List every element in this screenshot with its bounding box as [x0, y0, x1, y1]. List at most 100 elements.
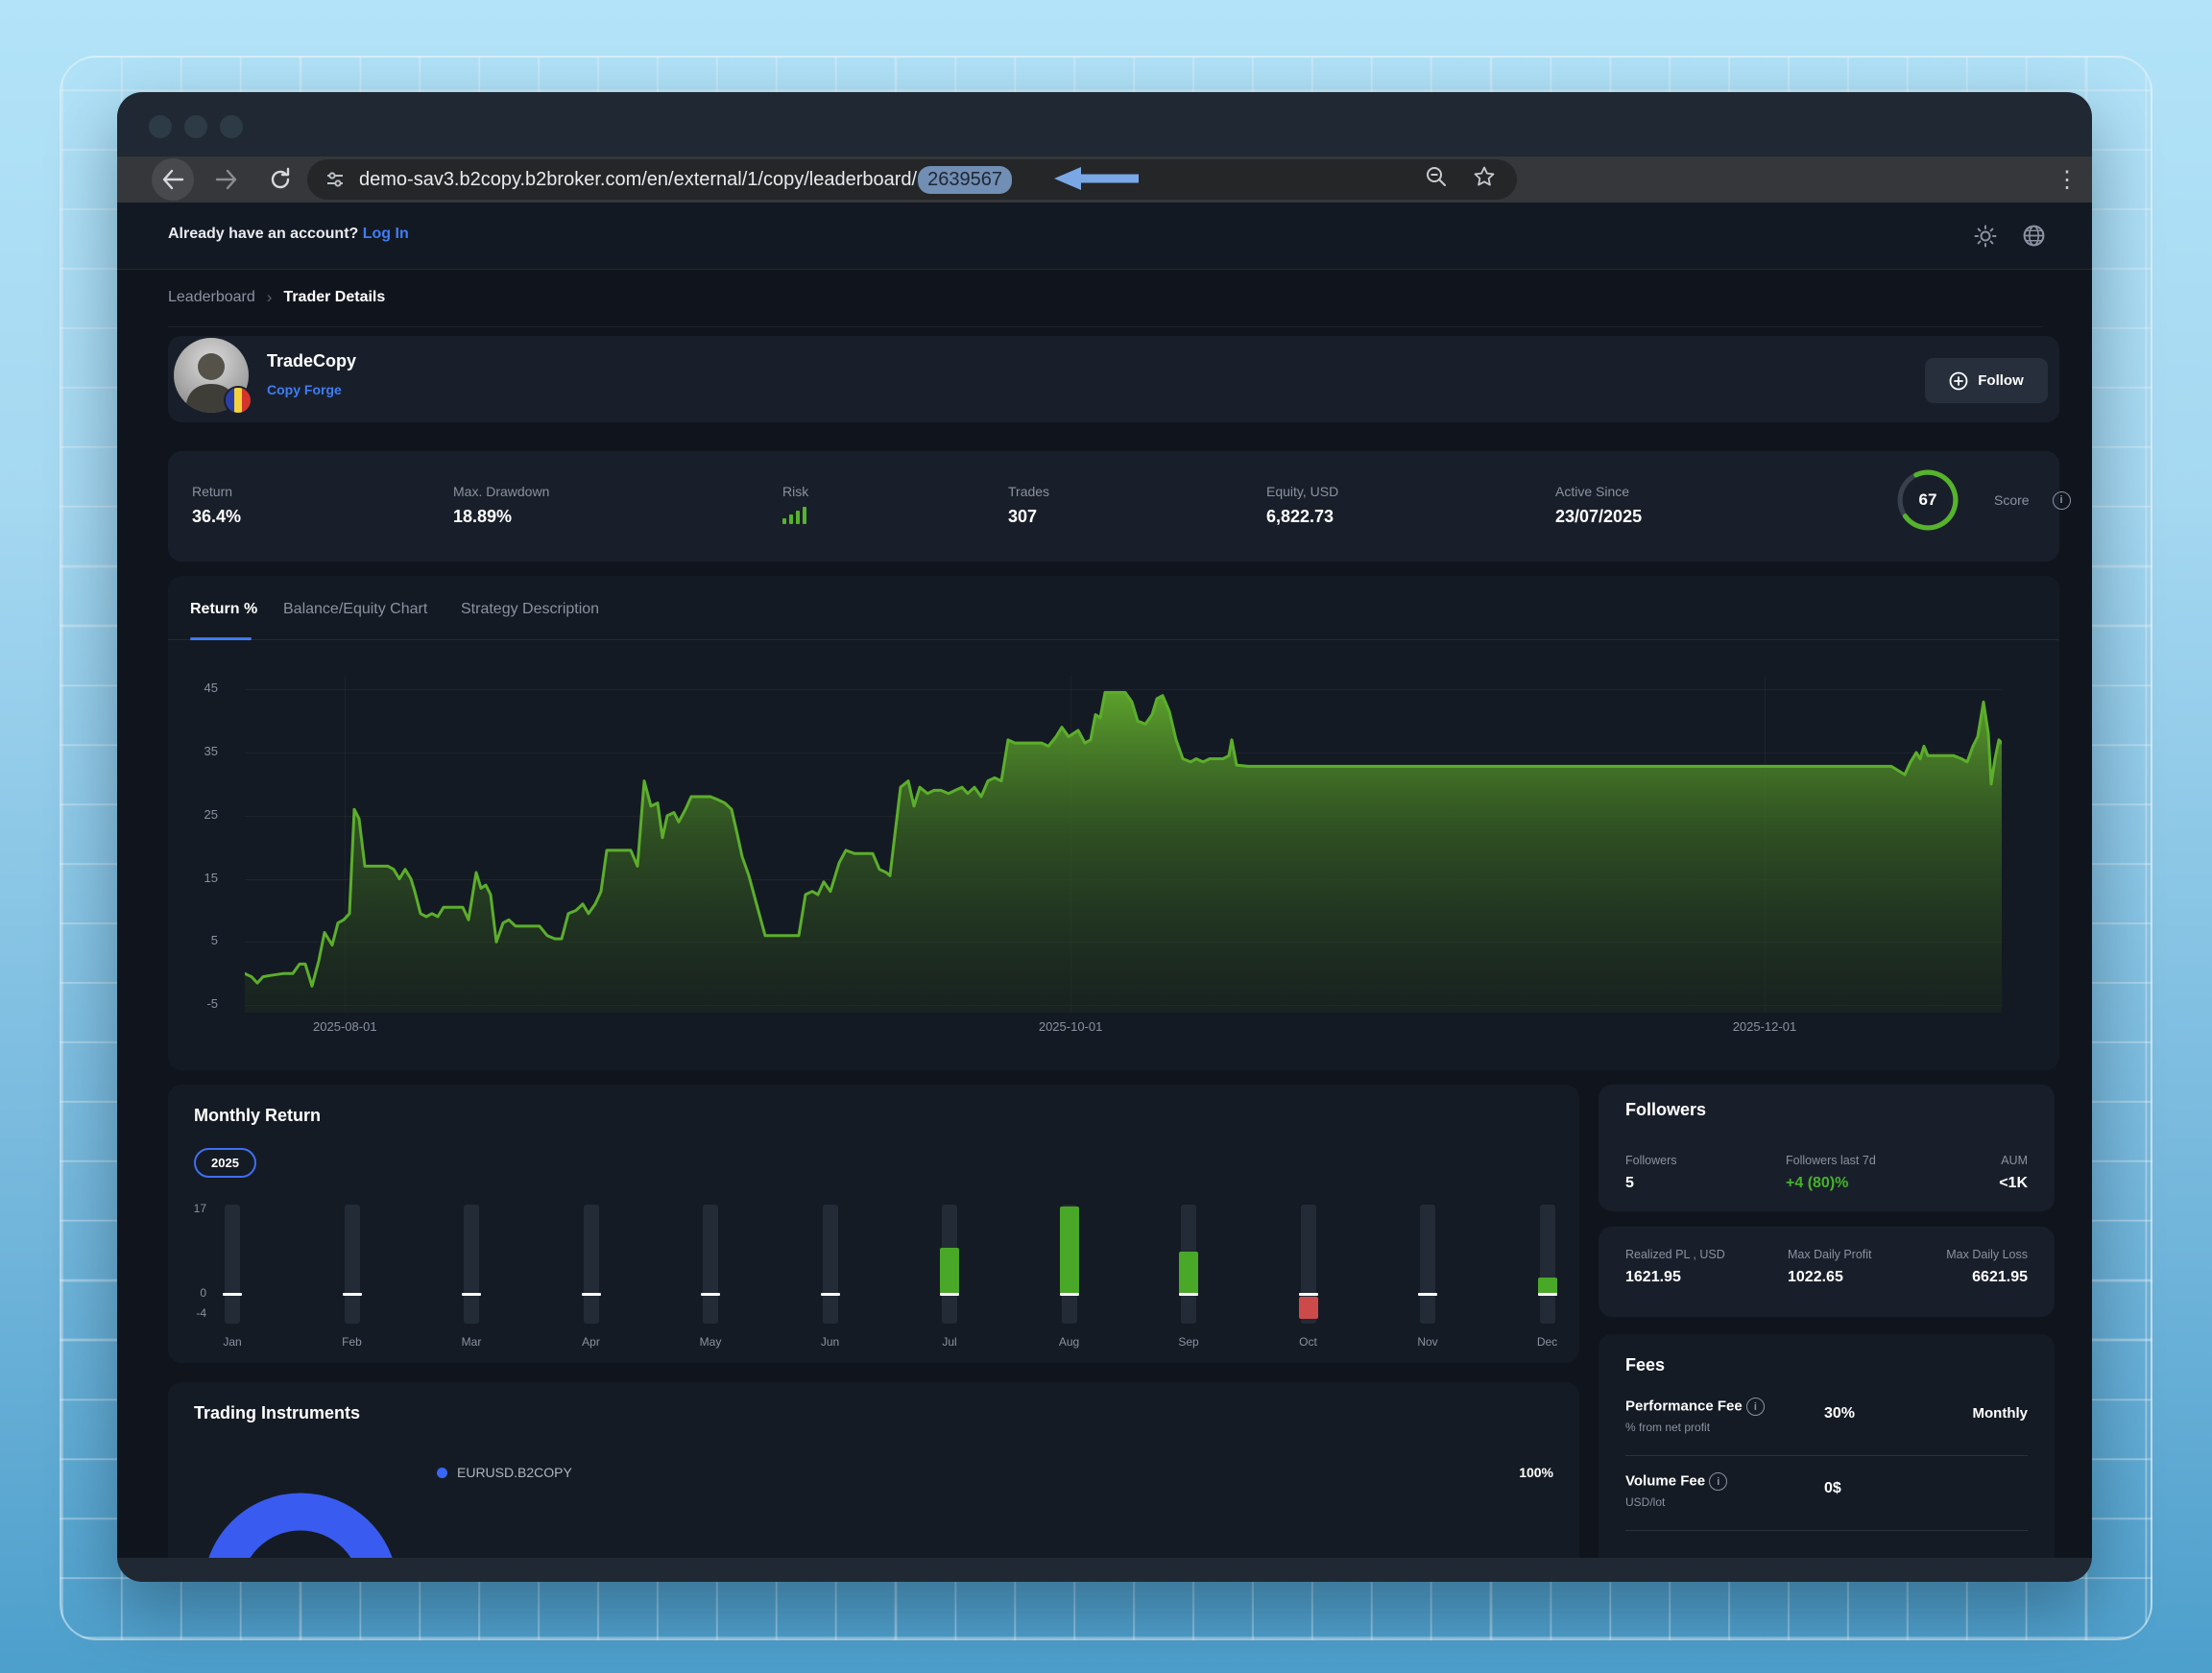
- tab-balance-equity[interactable]: Balance/Equity Chart: [283, 601, 427, 618]
- followers-title: Followers: [1625, 1100, 1706, 1120]
- legend-dot-icon: [437, 1468, 447, 1478]
- country-flag-icon: [224, 386, 252, 415]
- site-settings-icon[interactable]: [325, 169, 346, 190]
- stat-equity-value: 6,822.73: [1266, 507, 1338, 527]
- stats-card: Return 36.4% Max. Drawdown 18.89% Risk T…: [168, 451, 2059, 562]
- score-info-icon[interactable]: i: [2053, 491, 2071, 510]
- volume-fee-value: 0$: [1824, 1480, 1841, 1497]
- performance-fee-value: 30%: [1824, 1405, 1855, 1422]
- monthly-return-chart[interactable]: JanFebMarAprMayJunJulAugSepOctNovDec170-…: [168, 1205, 1579, 1358]
- followers-count: Followers 5: [1625, 1154, 1677, 1192]
- followers-last7d-value: +4 (80)%: [1786, 1175, 1876, 1192]
- stat-active-since: Active Since 23/07/2025: [1555, 484, 1642, 527]
- forward-button[interactable]: [205, 158, 248, 201]
- score-value: 67: [1896, 468, 1960, 532]
- stat-drawdown-label: Max. Drawdown: [453, 484, 549, 499]
- follow-button[interactable]: Follow: [1925, 358, 2048, 403]
- back-arrow-icon: [160, 167, 185, 192]
- stat-return: Return 36.4%: [192, 484, 241, 527]
- instruments-donut-chart[interactable]: [203, 1493, 398, 1558]
- url-highlighted-id[interactable]: 2639567: [918, 166, 1012, 194]
- window-titlebar[interactable]: [117, 92, 2092, 156]
- url-bar[interactable]: demo-sav3.b2copy.b2broker.com/en/externa…: [307, 159, 1517, 200]
- zoom-out-icon[interactable]: [1425, 165, 1448, 194]
- followers-aum: AUM <1K: [1999, 1154, 2028, 1192]
- aum-label: AUM: [1999, 1154, 2028, 1167]
- followers-card: Followers Followers 5 Followers last 7d …: [1599, 1085, 2055, 1211]
- performance-fee-info-icon[interactable]: i: [1746, 1398, 1765, 1416]
- stat-equity-label: Equity, USD: [1266, 484, 1338, 499]
- stat-equity: Equity, USD 6,822.73: [1266, 484, 1338, 527]
- stat-drawdown: Max. Drawdown 18.89%: [453, 484, 549, 527]
- stat-trades: Trades 307: [1008, 484, 1049, 527]
- breadcrumb: Leaderboard › Trader Details: [168, 269, 2042, 327]
- theme-toggle-icon[interactable]: [1974, 225, 1997, 252]
- browser-window: demo-sav3.b2copy.b2broker.com/en/externa…: [117, 92, 2092, 1582]
- login-prompt-text: Already have an account?: [168, 226, 363, 242]
- return-area-chart[interactable]: [245, 677, 2002, 1013]
- traffic-light-minimize-icon[interactable]: [184, 115, 207, 138]
- return-chart-card: Return % Balance/Equity Chart Strategy D…: [168, 576, 2059, 1070]
- volume-fee-label: Volume Fee: [1625, 1472, 1705, 1489]
- stat-risk-label: Risk: [782, 484, 808, 499]
- max-daily-profit: Max Daily Profit 1022.65: [1788, 1248, 1872, 1286]
- stat-trades-label: Trades: [1008, 484, 1049, 499]
- strategy-link[interactable]: Copy Forge: [267, 382, 342, 397]
- trader-profile-card: TradeCopy Copy Forge Follow: [168, 336, 2059, 422]
- desktop-background: demo-sav3.b2copy.b2broker.com/en/externa…: [0, 0, 2212, 1673]
- fees-divider: [1625, 1455, 2028, 1456]
- stat-risk: Risk: [782, 484, 808, 524]
- breadcrumb-current: Trader Details: [283, 289, 385, 306]
- max-daily-loss: Max Daily Loss 6621.95: [1946, 1248, 2028, 1286]
- stat-active-label: Active Since: [1555, 484, 1642, 499]
- browser-toolbar: demo-sav3.b2copy.b2broker.com/en/externa…: [117, 156, 2092, 203]
- volume-fee-row: Volume Fee i USD/lot: [1625, 1472, 1727, 1509]
- stat-return-label: Return: [192, 484, 241, 499]
- plus-circle-icon: [1949, 371, 1968, 391]
- max-daily-profit-value: 1022.65: [1788, 1269, 1872, 1286]
- followers-last7d-label: Followers last 7d: [1786, 1154, 1876, 1167]
- realized-pl: Realized PL , USD 1621.95: [1625, 1248, 1725, 1286]
- instrument-legend[interactable]: EURUSD.B2COPY 100%: [437, 1465, 1553, 1480]
- monthly-return-card: Monthly Return 2025 JanFebMarAprMayJunJu…: [168, 1085, 1579, 1363]
- year-filter-2025[interactable]: 2025: [194, 1148, 256, 1178]
- trading-instruments-card: Trading Instruments EURUSD.B2COPY 100%: [168, 1382, 1579, 1558]
- trading-instruments-title: Trading Instruments: [194, 1403, 360, 1423]
- volume-fee-sub: USD/lot: [1625, 1495, 1727, 1509]
- browser-menu-icon[interactable]: ⋮: [2056, 156, 2079, 203]
- reload-button[interactable]: [259, 158, 301, 201]
- trader-name: TradeCopy: [267, 351, 356, 371]
- performance-fee-period: Monthly: [1973, 1405, 2029, 1422]
- max-daily-loss-label: Max Daily Loss: [1946, 1248, 2028, 1261]
- fees-card: Fees Performance Fee i % from net profit…: [1599, 1334, 2055, 1558]
- traffic-light-maximize-icon[interactable]: [220, 115, 243, 138]
- follow-button-label: Follow: [1978, 372, 2024, 389]
- stat-active-value: 23/07/2025: [1555, 507, 1642, 527]
- traffic-light-close-icon[interactable]: [149, 115, 172, 138]
- performance-fee-sub: % from net profit: [1625, 1421, 1765, 1434]
- language-globe-icon[interactable]: [2022, 224, 2046, 252]
- instrument-name: EURUSD.B2COPY: [457, 1465, 572, 1480]
- stat-drawdown-value: 18.89%: [453, 507, 549, 527]
- max-daily-loss-value: 6621.95: [1946, 1269, 2028, 1286]
- stat-trades-value: 307: [1008, 507, 1049, 527]
- followers-count-label: Followers: [1625, 1154, 1677, 1167]
- tabs-divider: [168, 639, 2059, 640]
- login-banner: Already have an account? Log In: [117, 203, 2092, 270]
- instrument-share: 100%: [1519, 1465, 1553, 1480]
- tab-strategy-description[interactable]: Strategy Description: [461, 601, 599, 618]
- back-button[interactable]: [152, 158, 194, 201]
- aum-value: <1K: [1999, 1175, 2028, 1192]
- bookmark-star-icon[interactable]: [1473, 165, 1496, 194]
- breadcrumb-leaderboard[interactable]: Leaderboard: [168, 289, 255, 306]
- tab-return-pct[interactable]: Return %: [190, 601, 257, 618]
- max-daily-profit-label: Max Daily Profit: [1788, 1248, 1872, 1261]
- login-prompt: Already have an account? Log In: [168, 226, 409, 243]
- login-link[interactable]: Log In: [363, 226, 409, 242]
- breadcrumb-chevron-icon: ›: [267, 288, 273, 307]
- volume-fee-info-icon[interactable]: i: [1709, 1472, 1727, 1491]
- url-text[interactable]: demo-sav3.b2copy.b2broker.com/en/externa…: [359, 169, 917, 191]
- fees-divider-2: [1625, 1530, 2028, 1531]
- stat-return-value: 36.4%: [192, 507, 241, 527]
- performance-fee-label: Performance Fee: [1625, 1398, 1743, 1414]
